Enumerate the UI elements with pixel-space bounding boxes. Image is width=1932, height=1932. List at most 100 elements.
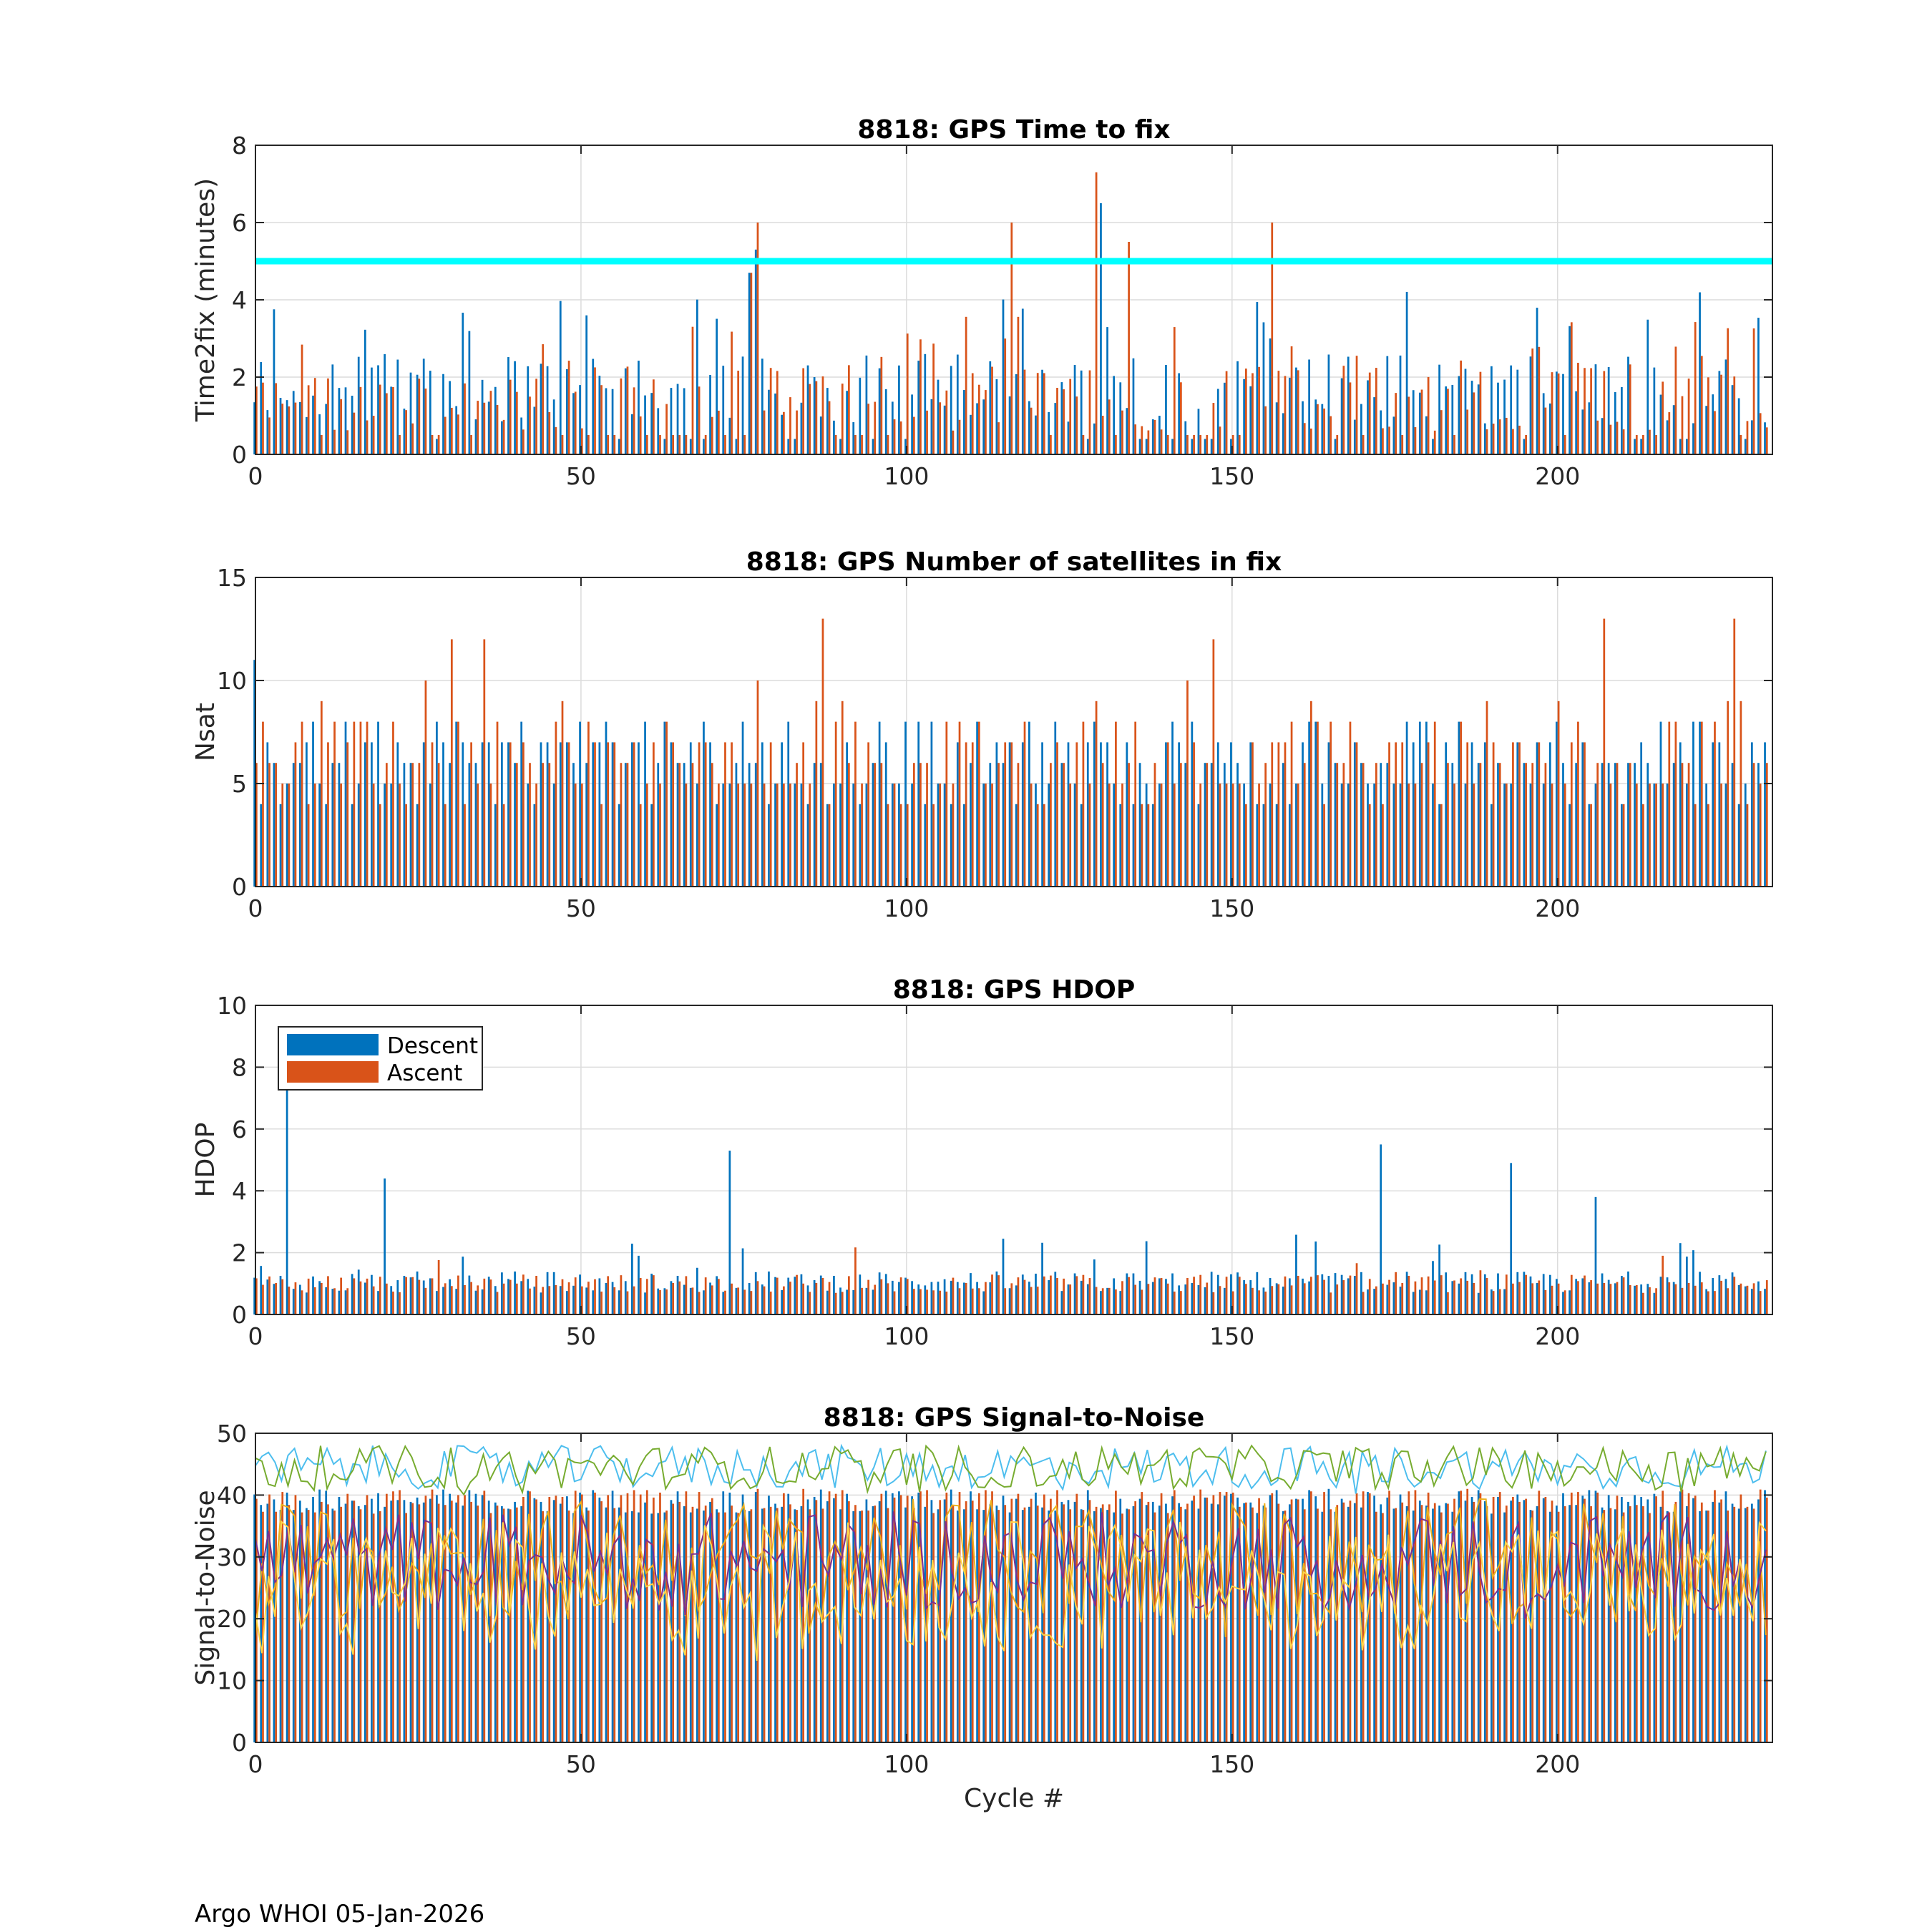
bar-descent: [963, 1282, 965, 1314]
bar-descent: [1191, 1501, 1194, 1742]
bar-ascent: [450, 407, 453, 454]
bar-ascent: [861, 784, 863, 887]
bar-descent: [442, 374, 444, 454]
bar-ascent: [1160, 784, 1163, 887]
bar-ascent: [1368, 1493, 1371, 1742]
bar-ascent: [1323, 408, 1325, 454]
bar-descent: [950, 804, 952, 887]
bar-descent: [559, 1286, 562, 1314]
bar-ascent: [1082, 435, 1085, 454]
bar-ascent: [1362, 763, 1365, 887]
bar-descent: [546, 742, 549, 887]
bar-descent: [579, 1492, 581, 1742]
bar-descent: [306, 742, 308, 887]
bar-ascent: [932, 1290, 935, 1314]
bar-ascent: [711, 1285, 713, 1314]
bar-ascent: [1473, 392, 1475, 454]
bar-ascent: [320, 1282, 323, 1314]
bar-ascent: [607, 1276, 610, 1314]
bar-descent: [331, 763, 334, 887]
bar-ascent: [659, 435, 661, 454]
bar-ascent: [1309, 701, 1312, 887]
bar-ascent: [1609, 1508, 1612, 1742]
bar-ascent: [1010, 742, 1013, 887]
bar-ascent: [1727, 701, 1729, 887]
bar-descent: [930, 1500, 933, 1742]
bar-descent: [663, 439, 666, 454]
bar-descent: [481, 379, 484, 454]
bar-ascent: [1082, 1274, 1085, 1314]
bar-ascent: [1700, 1502, 1703, 1742]
bar-descent: [298, 401, 301, 454]
bar-descent: [1269, 338, 1272, 454]
bar-descent: [904, 1277, 907, 1314]
bar-descent: [716, 1509, 718, 1742]
bar-ascent: [1212, 1495, 1215, 1742]
bar-descent: [605, 1282, 608, 1314]
bar-ascent: [444, 416, 447, 454]
bar-descent: [630, 414, 633, 454]
bar-descent: [592, 742, 595, 887]
bar-ascent: [1577, 721, 1579, 887]
bar-descent: [970, 1491, 972, 1742]
bar-descent: [455, 406, 458, 454]
bar-ascent: [1355, 1493, 1358, 1742]
bar-descent: [1718, 1502, 1721, 1742]
bar-ascent: [1069, 1509, 1072, 1742]
bar-ascent: [307, 804, 310, 887]
bar-ascent: [1616, 421, 1619, 454]
bar-descent: [1523, 1500, 1526, 1742]
bar-ascent: [945, 1292, 948, 1314]
bar-descent: [605, 388, 608, 454]
x-tick-label: 200: [1535, 1750, 1580, 1778]
bar-ascent: [834, 1292, 837, 1314]
bar-descent: [260, 1266, 263, 1314]
bar-descent: [1491, 804, 1493, 887]
bar-descent: [1302, 1498, 1304, 1742]
bar-ascent: [385, 763, 388, 887]
bar-ascent: [724, 742, 726, 887]
bar-ascent: [411, 1277, 414, 1314]
bar-ascent: [1043, 804, 1045, 887]
bar-descent: [630, 742, 633, 887]
bar-ascent: [444, 1505, 447, 1742]
bar-descent: [1451, 1281, 1454, 1314]
bar-descent: [1008, 1288, 1011, 1314]
bar-descent: [1204, 1287, 1206, 1314]
bar-ascent: [1635, 784, 1638, 887]
bar-descent: [318, 414, 321, 454]
bar-descent: [1497, 382, 1499, 454]
bar-ascent: [1609, 1284, 1612, 1314]
bar-ascent: [1153, 419, 1156, 454]
bar-descent: [533, 1498, 536, 1742]
bar-descent: [1347, 1278, 1350, 1314]
bar-ascent: [437, 1259, 440, 1314]
bar-ascent: [477, 1506, 479, 1742]
bar-descent: [566, 1291, 568, 1314]
bar-descent: [982, 1291, 985, 1314]
bar-descent: [1093, 423, 1096, 454]
bar-ascent: [359, 721, 362, 887]
bar-descent: [1737, 1284, 1740, 1314]
bar-ascent: [815, 1282, 818, 1314]
bar-descent: [644, 395, 646, 454]
bar-ascent: [1121, 1513, 1123, 1742]
bar-ascent: [685, 1491, 688, 1742]
bar-descent: [1353, 742, 1356, 887]
bar-descent: [318, 1281, 321, 1314]
y-tick-label: 30: [217, 1543, 247, 1571]
bar-descent: [1184, 763, 1187, 887]
bar-descent: [1399, 1287, 1402, 1314]
bar-descent: [950, 366, 952, 454]
bar-ascent: [1069, 1284, 1072, 1314]
bar-ascent: [477, 1285, 479, 1314]
bar-ascent: [346, 742, 349, 887]
bar-ascent: [939, 784, 942, 887]
bar-descent: [481, 1495, 484, 1742]
bar-ascent: [1231, 1291, 1234, 1314]
bar-ascent: [1440, 410, 1443, 454]
bar-ascent: [834, 1493, 837, 1742]
bar-descent: [878, 721, 881, 887]
bar-descent: [1588, 402, 1591, 454]
